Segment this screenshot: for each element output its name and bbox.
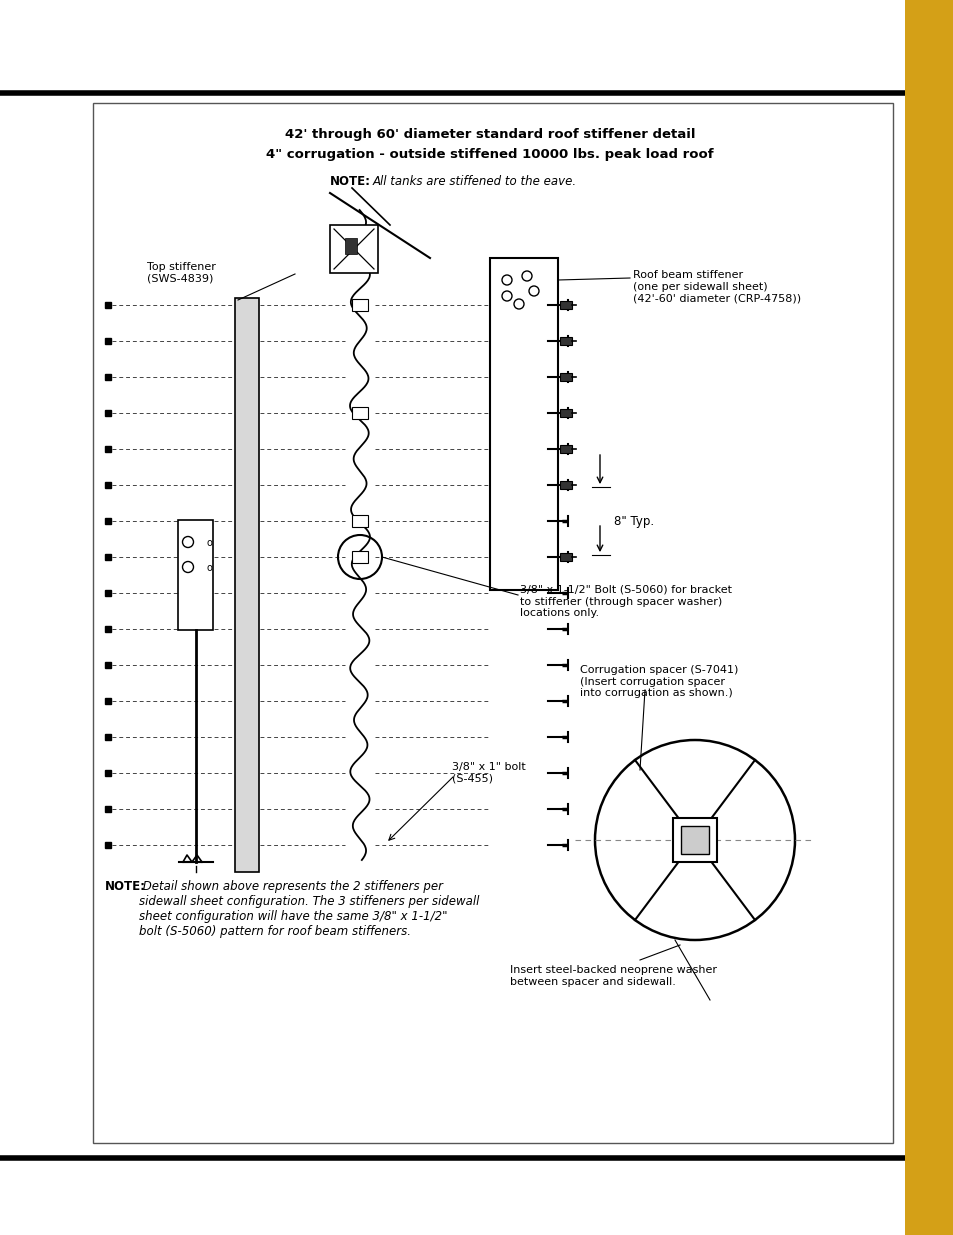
Bar	[105, 734, 111, 740]
Bar	[559, 301, 572, 309]
Text: 8" Typ.: 8" Typ.	[614, 515, 654, 527]
Bar	[352, 551, 368, 563]
Text: All tanks are stiffened to the eave.: All tanks are stiffened to the eave.	[373, 175, 577, 188]
Bar	[559, 445, 572, 453]
Bar	[105, 698, 111, 704]
Text: 42' through 60' diameter standard roof stiffener detail: 42' through 60' diameter standard roof s…	[284, 128, 695, 141]
Bar	[490, 258, 558, 590]
Bar	[105, 842, 111, 848]
Text: 3/8" x 1" bolt
(S-455): 3/8" x 1" bolt (S-455)	[452, 762, 525, 783]
Bar	[105, 806, 111, 811]
Bar	[105, 446, 111, 452]
Bar	[105, 482, 111, 488]
Bar	[559, 373, 572, 382]
Text: 3/8" x 1-1/2" Bolt (S-5060) for bracket
to stiffener (through spacer washer)
loc: 3/8" x 1-1/2" Bolt (S-5060) for bracket …	[519, 585, 731, 619]
Text: NOTE:: NOTE:	[105, 881, 146, 893]
Bar	[105, 590, 111, 597]
Bar	[105, 769, 111, 776]
Text: Top stiffener
(SWS-4839): Top stiffener (SWS-4839)	[147, 262, 215, 284]
Bar	[352, 299, 368, 311]
Bar	[559, 553, 572, 561]
Bar	[345, 238, 356, 254]
Bar	[105, 626, 111, 632]
Bar	[330, 225, 377, 273]
Bar	[672, 818, 717, 862]
Bar	[92, 103, 892, 1144]
Bar	[904, 0, 953, 1235]
Bar	[105, 410, 111, 416]
Bar	[559, 480, 572, 489]
Bar	[105, 303, 111, 308]
Bar	[105, 374, 111, 380]
Text: Detail shown above represents the 2 stiffeners per
sidewall sheet configuration.: Detail shown above represents the 2 stif…	[139, 881, 478, 939]
Bar	[352, 408, 368, 419]
Bar	[559, 337, 572, 345]
Bar	[105, 338, 111, 345]
Bar	[105, 555, 111, 559]
Bar	[680, 826, 708, 853]
Text: Insert steel-backed neoprene washer
between spacer and sidewall.: Insert steel-backed neoprene washer betw…	[510, 965, 717, 987]
Bar	[559, 409, 572, 417]
Text: Corrugation spacer (S-7041)
(Insert corrugation spacer
into corrugation as shown: Corrugation spacer (S-7041) (Insert corr…	[579, 664, 738, 698]
Text: 4" corrugation - outside stiffened 10000 lbs. peak load roof: 4" corrugation - outside stiffened 10000…	[266, 148, 713, 161]
Bar	[105, 662, 111, 668]
Bar	[178, 520, 213, 630]
Text: Roof beam stiffener
(one per sidewall sheet)
(42'-60' diameter (CRP-4758)): Roof beam stiffener (one per sidewall sh…	[633, 270, 801, 304]
Text: NOTE:: NOTE:	[330, 175, 371, 188]
Bar	[234, 298, 258, 872]
Text: o: o	[206, 563, 212, 573]
Bar	[105, 517, 111, 524]
Text: o: o	[206, 538, 212, 548]
Bar	[352, 515, 368, 527]
